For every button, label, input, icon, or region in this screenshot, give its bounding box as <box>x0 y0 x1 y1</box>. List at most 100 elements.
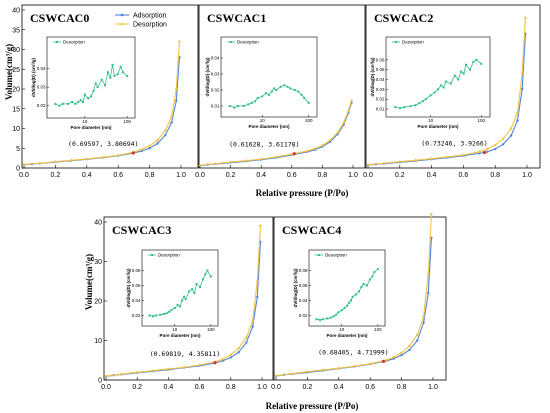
inset-point <box>152 315 155 318</box>
inset-y-tick-label: 0.04 <box>376 77 385 82</box>
inset-point <box>326 317 329 320</box>
inset-point <box>360 286 363 288</box>
inset-point <box>340 309 343 312</box>
x-tick-label: 0.2 <box>226 172 236 179</box>
point-annotation: (0.73246, 3.9266) <box>421 139 488 147</box>
inset-point <box>264 92 267 95</box>
inset-point <box>343 307 346 309</box>
inset-point <box>195 283 198 285</box>
inset-point <box>261 95 264 98</box>
inset-point <box>184 298 187 300</box>
inset-ylabel: dV/dlog(D) (cm³/g) <box>31 58 36 97</box>
inset-point <box>193 292 196 294</box>
inset-point <box>355 293 358 296</box>
desorption-point <box>38 161 42 165</box>
inset-legend-marker <box>56 41 58 43</box>
desorption-point <box>349 99 354 103</box>
legend-adsorption-label: Adsorption <box>133 13 167 20</box>
desorption-point <box>337 366 341 370</box>
inset-point <box>206 269 209 272</box>
panel-frame <box>198 4 366 169</box>
panel-frame <box>103 216 274 381</box>
panel-title: CSWCAC3 <box>112 223 171 237</box>
desorption-point <box>100 155 105 159</box>
inset-point <box>233 106 236 109</box>
inset-y-tick-label: 0.02 <box>211 88 220 93</box>
inset-point <box>439 84 442 87</box>
desorption-point <box>148 144 152 148</box>
inset-point <box>126 75 129 77</box>
inset-point <box>100 78 103 81</box>
point-annotation: (0.69819, 4.35811) <box>150 350 220 358</box>
inset-point <box>293 89 296 91</box>
inset-point <box>319 319 322 321</box>
inset-point <box>154 314 157 317</box>
point-annotation: (0.61628, 3.61178) <box>229 141 299 149</box>
inset-point <box>182 295 185 298</box>
adsorption-point <box>400 353 403 357</box>
x-tick-label: 1.0 <box>257 384 267 391</box>
inset-point <box>429 94 432 97</box>
inset-y-tick-label: 0.02 <box>376 97 385 102</box>
y-tick-label: 0 <box>16 166 20 173</box>
desorption-point <box>163 128 167 133</box>
x-tick-label: 0.2 <box>132 384 142 391</box>
desorption-point <box>429 212 433 216</box>
inset-CSWCAC1: Desorption 10 100 0.01 0.02 0.03 0.04 Pore diam… <box>205 36 318 129</box>
inset-point <box>165 312 168 315</box>
desorption-point <box>255 279 259 283</box>
inset-y-tick-label: 0.08 <box>132 268 141 273</box>
x-tick-label: 1.0 <box>348 172 358 179</box>
panel-frame <box>21 4 199 169</box>
desorption-point <box>221 357 225 361</box>
inset-point <box>242 105 245 107</box>
inset-ylabel: dV/dlog(D) (cm³/g) <box>126 268 131 307</box>
x-tick-label: 0.8 <box>145 172 155 179</box>
inset-y-tick-label: 0.08 <box>299 268 308 273</box>
adsorption-point <box>427 291 430 295</box>
inset-point <box>122 71 125 74</box>
inset-point <box>337 311 340 314</box>
marked-point <box>381 359 385 363</box>
inset-point <box>204 273 207 276</box>
inset-point <box>228 105 231 107</box>
inset-y-tick-label: 0.04 <box>37 66 46 71</box>
inset-ylabel: dV/dlog(D) (cm³/g) <box>370 57 375 96</box>
x-tick-label: 0.8 <box>226 384 236 391</box>
inset-point <box>92 89 95 92</box>
desorption-point <box>515 111 520 115</box>
inset-point <box>77 101 80 103</box>
inset-point <box>348 301 351 304</box>
y-tick-label: 5 <box>16 146 20 153</box>
figure-xlabel-bottom: Relative pressure (P/Po) <box>266 401 359 411</box>
inset-x-tick-label: 100 <box>305 118 313 123</box>
panel-title: CSWCAC4 <box>282 223 341 237</box>
panel-CSWCAC3: CSWCAC3 0.0 0.2 0.4 0.6 0.8 1.0 0 10 20 30 40 (0.698… <box>94 216 274 391</box>
inset-y-tick-label: 0.04 <box>299 298 308 303</box>
panel-title: CSWCAC2 <box>374 11 433 25</box>
legend-adsorption-marker <box>120 13 124 17</box>
inset-point <box>106 71 109 74</box>
x-tick-label: 0.4 <box>334 384 344 391</box>
inset-point <box>256 97 259 99</box>
inset-point <box>332 315 335 318</box>
desorption-point <box>229 353 233 357</box>
inset-x-tick-label: 10 <box>82 119 88 124</box>
panel-CSWCAC4: CSWCAC4 0.0 0.2 0.4 0.6 0.8 1.0 (0.68405, 4.719… <box>271 212 447 391</box>
inset-xlabel: Pore diameter (nm) <box>417 124 459 129</box>
inset-legend-label: Desorption <box>325 253 347 258</box>
inset-y-tick-label: 0.05 <box>376 67 385 72</box>
panel-frame <box>365 4 541 169</box>
x-tick-label: 0.4 <box>427 172 437 179</box>
adsorption-point <box>509 134 513 137</box>
inset-xlabel: Pore diameter (nm) <box>70 125 112 130</box>
inset-point <box>236 105 239 107</box>
inset-point <box>469 68 472 71</box>
inset-point <box>254 100 257 103</box>
inset-point <box>109 76 112 79</box>
inset-point <box>289 87 292 90</box>
inset-point <box>409 105 412 108</box>
adsorption-point <box>486 150 489 154</box>
inset-point <box>148 314 151 317</box>
inset-point <box>444 80 447 83</box>
